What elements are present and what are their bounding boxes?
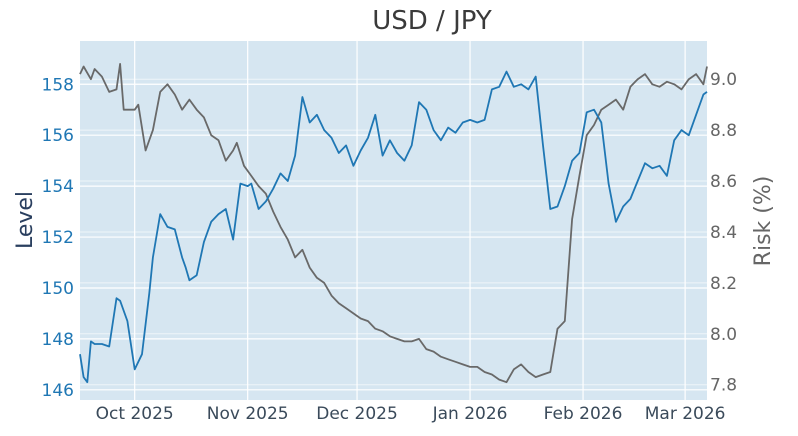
y-tick-label: 146 [42,381,74,401]
x-tick-label: Mar 2026 [645,404,726,424]
y2-axis-label: Risk (%) [751,176,776,267]
y2-tick-label: 9.0 [710,70,737,90]
x-tick-label: Oct 2025 [96,404,174,424]
y-tick-label: 152 [42,228,74,248]
y2-tick-label: 8.4 [710,223,737,243]
series-layer [79,63,708,384]
y-tick-label: 148 [42,330,74,350]
y2-tick-label: 8.6 [710,172,737,192]
y-tick-label: 154 [42,177,74,197]
chart-title: USD / JPY [372,6,492,36]
y-tick-label: 150 [42,279,74,299]
y-axis-ticks: 146 148 150 152 154 156 158 [42,75,74,401]
x-tick-label: Dec 2025 [316,404,398,424]
y2-tick-label: 8.8 [710,121,737,141]
x-tick-label: Jan 2026 [432,404,508,424]
series-line-risk [79,63,708,384]
y2-tick-label: 7.8 [710,376,737,396]
plot-area [80,41,707,400]
y-tick-label: 156 [42,126,74,146]
x-tick-label: Feb 2026 [544,404,623,424]
y-axis-label: Level [13,191,38,249]
x-axis-ticks: Oct 2025 Nov 2025 Dec 2025 Jan 2026 Feb 2026… [96,404,726,424]
y2-tick-label: 8.2 [710,274,737,294]
y-tick-label: 158 [42,75,74,95]
y2-axis-ticks: 7.8 8.0 8.2 8.4 8.6 8.8 9.0 [710,70,737,396]
x-tick-label: Nov 2025 [207,404,289,424]
y2-tick-label: 8.0 [710,325,737,345]
series-line-level [79,70,708,384]
